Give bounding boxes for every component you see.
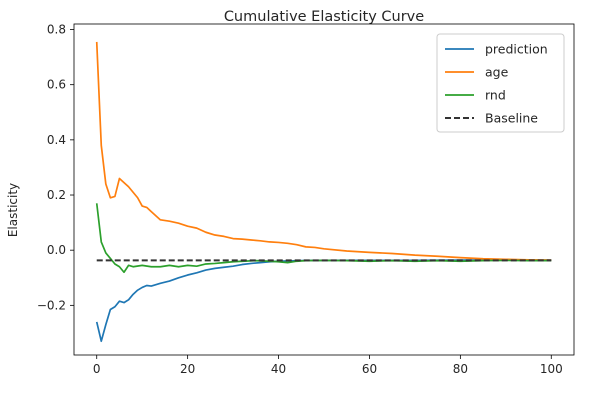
series-line-rnd [95, 203, 552, 274]
series-lines [95, 41, 552, 343]
y-tick-label: −0.2 [37, 298, 66, 312]
series-line-age [95, 41, 552, 261]
x-tick-label: 60 [362, 362, 377, 376]
y-axis-ticks: −0.2 0.0 0.2 0.4 0.6 0.8 [37, 23, 74, 312]
legend-label-baseline: Baseline [485, 111, 538, 126]
legend-items: prediction age rnd Baseline [445, 42, 548, 126]
x-tick-label: 0 [93, 362, 101, 376]
y-tick-label: 0.2 [47, 188, 66, 202]
legend-label-prediction: prediction [485, 42, 548, 57]
chart-title: Cumulative Elasticity Curve [224, 9, 424, 25]
legend-frame [436, 33, 565, 133]
y-tick-label: 0.4 [47, 133, 66, 147]
legend-label-rnd: rnd [485, 88, 506, 103]
y-tick-label: 0.6 [47, 78, 66, 92]
y-tick-label: 0.0 [47, 243, 66, 257]
y-tick-label: 0.8 [47, 23, 66, 37]
x-tick-label: 20 [180, 362, 195, 376]
legend: prediction age rnd Baseline [436, 33, 565, 133]
x-tick-label: 40 [271, 362, 286, 376]
x-tick-label: 80 [453, 362, 468, 376]
series-line-prediction [95, 259, 552, 343]
x-tick-label: 100 [540, 362, 563, 376]
y-axis-label: Elasticity [6, 183, 20, 237]
plot-area-frame [73, 23, 575, 356]
legend-label-age: age [485, 65, 509, 80]
x-axis-ticks: 0 20 40 60 80 100 [93, 355, 563, 376]
